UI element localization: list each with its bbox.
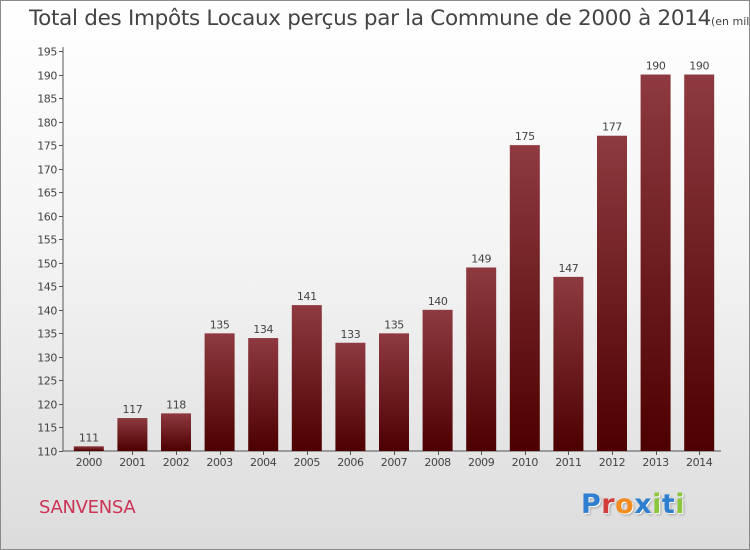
bar xyxy=(335,342,366,451)
data-label: 134 xyxy=(253,323,273,336)
x-tick-label: 2012 xyxy=(599,456,625,469)
y-tick-label: 160 xyxy=(37,211,57,224)
x-tick-label: 2014 xyxy=(686,456,713,469)
y-tick-label: 115 xyxy=(37,422,57,435)
logo-letter: i xyxy=(675,489,686,520)
data-label: 177 xyxy=(602,121,622,134)
y-tick-label: 135 xyxy=(37,328,57,341)
data-label: 111 xyxy=(79,431,99,444)
y-tick-label: 140 xyxy=(37,305,57,318)
proxiti-logo: Proxiti xyxy=(581,489,685,520)
data-label: 133 xyxy=(341,328,361,341)
x-tick-label: 2007 xyxy=(381,456,408,469)
bar xyxy=(204,333,235,451)
bar xyxy=(509,145,540,451)
x-tick-label: 2001 xyxy=(119,456,145,469)
x-tick-label: 2009 xyxy=(468,456,495,469)
data-label: 117 xyxy=(123,403,143,416)
data-label: 147 xyxy=(559,262,579,275)
x-tick-label: 2002 xyxy=(163,456,189,469)
x-tick-label: 2000 xyxy=(76,456,103,469)
x-tick-label: 2010 xyxy=(512,456,539,469)
unit-label: (en milliers d'€) xyxy=(711,15,750,28)
data-label: 190 xyxy=(646,60,666,73)
x-tick-label: 2006 xyxy=(337,456,364,469)
y-tick-label: 195 xyxy=(37,46,57,59)
y-tick-label: 110 xyxy=(37,446,57,459)
commune-name: SANVENSA xyxy=(39,497,136,518)
data-label: 135 xyxy=(384,318,404,331)
y-tick-label: 130 xyxy=(37,352,57,365)
bar xyxy=(379,333,409,451)
data-label: 140 xyxy=(428,295,448,308)
logo-letter: P xyxy=(581,489,602,520)
logo-letter: t xyxy=(661,489,676,520)
bar xyxy=(466,267,497,451)
bar xyxy=(684,74,715,451)
data-label: 118 xyxy=(166,398,186,411)
y-tick-label: 120 xyxy=(37,399,57,412)
data-label: 135 xyxy=(210,318,230,331)
bar xyxy=(553,276,584,451)
y-tick-label: 190 xyxy=(37,70,57,83)
logo-letter: x xyxy=(634,489,653,520)
bar xyxy=(248,338,279,451)
data-label: 190 xyxy=(689,60,709,73)
bar xyxy=(117,418,148,451)
y-tick-label: 185 xyxy=(37,93,57,106)
y-tick-label: 170 xyxy=(37,164,57,177)
data-label: 141 xyxy=(297,290,317,303)
chart-title-text: Total des Impôts Locaux perçus par la Co… xyxy=(29,6,711,31)
x-tick-label: 2004 xyxy=(250,456,277,469)
logo-letter: o xyxy=(615,489,635,520)
y-tick-label: 165 xyxy=(37,187,57,200)
y-tick-label: 125 xyxy=(37,375,57,388)
y-tick-label: 180 xyxy=(37,117,57,130)
chart-title: Total des Impôts Locaux perçus par la Co… xyxy=(29,6,750,31)
bar xyxy=(422,309,453,451)
y-tick-label: 150 xyxy=(37,258,57,271)
bar xyxy=(640,74,671,451)
logo-letter: i xyxy=(652,489,662,520)
data-label: 149 xyxy=(471,252,491,265)
data-label: 175 xyxy=(515,130,535,143)
y-tick-label: 145 xyxy=(37,281,57,294)
bar xyxy=(291,305,322,451)
x-tick-label: 2013 xyxy=(642,456,669,469)
bar xyxy=(597,135,627,452)
x-tick-label: 2008 xyxy=(424,456,451,469)
x-tick-label: 2003 xyxy=(206,456,233,469)
y-tick-label: 175 xyxy=(37,140,57,153)
x-tick-label: 2005 xyxy=(294,456,321,469)
bar xyxy=(73,446,104,451)
logo-letter: r xyxy=(601,489,616,520)
y-tick-label: 155 xyxy=(37,234,57,247)
x-tick-label: 2011 xyxy=(555,456,581,469)
bar xyxy=(161,413,191,451)
